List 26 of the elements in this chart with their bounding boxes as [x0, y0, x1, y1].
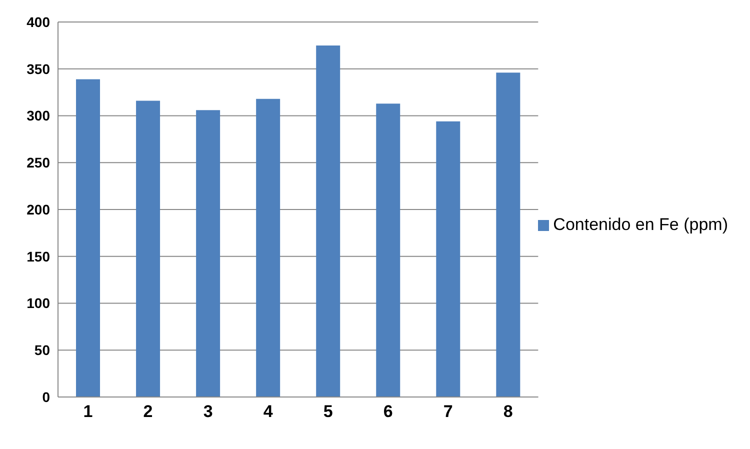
x-tick-label: 5: [323, 402, 333, 422]
y-tick-label: 150: [26, 248, 50, 264]
y-tick-label: 400: [26, 14, 50, 30]
bar: [316, 45, 340, 397]
x-tick-label: 7: [443, 402, 453, 422]
y-tick-label: 50: [34, 342, 50, 358]
bar: [496, 72, 520, 397]
x-tick-label: 8: [503, 402, 513, 422]
x-tick-label: 3: [203, 402, 213, 422]
x-tick-label: 1: [83, 402, 93, 422]
bar: [376, 104, 400, 397]
y-tick-label: 350: [26, 60, 50, 77]
y-tick-label: 300: [26, 108, 50, 124]
y-tick-label: 250: [26, 154, 50, 171]
legend-label: Contenido en Fe (ppm): [553, 214, 728, 234]
bar: [196, 110, 220, 397]
bar: [136, 100, 160, 397]
bar: [436, 121, 460, 397]
x-tick-label: 6: [383, 402, 393, 422]
y-tick-label: 0: [42, 388, 50, 405]
y-tick-label: 200: [26, 201, 50, 218]
bar: [76, 79, 100, 397]
x-tick-label: 2: [143, 402, 153, 422]
y-tick-label: 100: [26, 295, 50, 312]
x-tick-label: 4: [263, 402, 274, 422]
bar: [256, 98, 280, 397]
